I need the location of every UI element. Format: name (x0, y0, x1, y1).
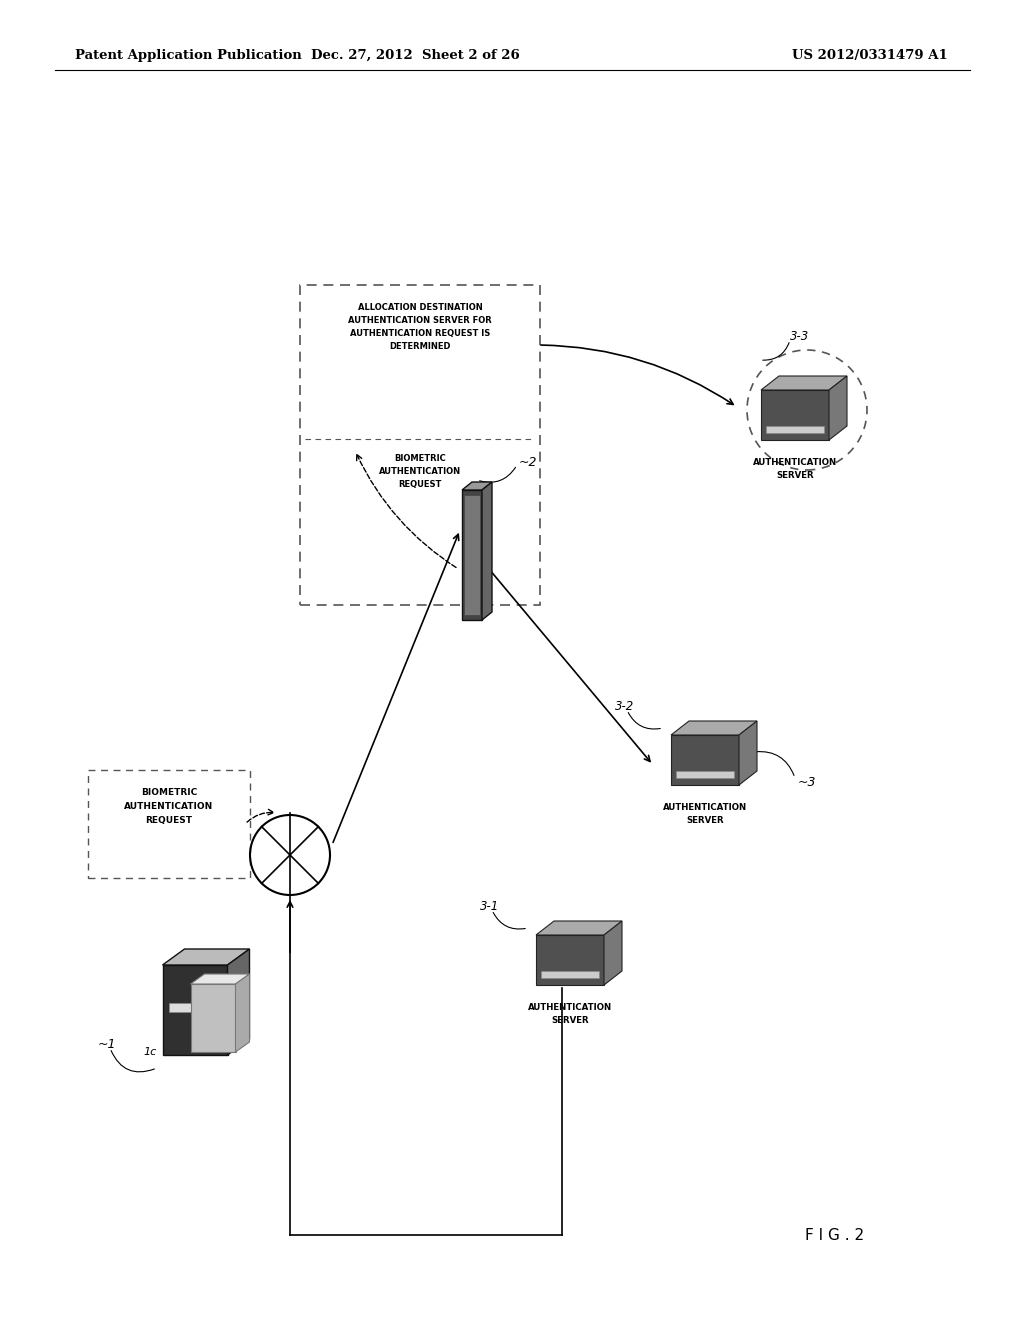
Polygon shape (236, 974, 250, 1052)
Text: 1a: 1a (221, 993, 234, 1003)
Polygon shape (536, 935, 604, 985)
Text: ~2: ~2 (519, 455, 538, 469)
Text: 3-1: 3-1 (480, 900, 500, 913)
Polygon shape (761, 376, 847, 389)
Text: SERVER: SERVER (551, 1016, 589, 1026)
Text: F I G . 2: F I G . 2 (806, 1228, 864, 1242)
Text: ~3: ~3 (798, 776, 816, 788)
Text: AUTHENTICATION REQUEST IS: AUTHENTICATION REQUEST IS (350, 329, 490, 338)
Polygon shape (739, 721, 757, 785)
Polygon shape (536, 921, 622, 935)
Polygon shape (190, 983, 236, 1052)
Polygon shape (677, 771, 733, 777)
Text: REQUEST: REQUEST (398, 479, 441, 488)
Text: AUTHENTICATION: AUTHENTICATION (124, 803, 214, 810)
Text: AUTHENTICATION: AUTHENTICATION (379, 466, 461, 475)
Text: AUTHENTICATION: AUTHENTICATION (663, 803, 748, 812)
Text: BIOMETRIC: BIOMETRIC (394, 454, 445, 462)
Polygon shape (671, 721, 757, 735)
Polygon shape (462, 490, 482, 620)
Text: Patent Application Publication: Patent Application Publication (75, 49, 302, 62)
Polygon shape (464, 495, 480, 615)
Text: ~1: ~1 (98, 1039, 117, 1052)
Text: US 2012/0331479 A1: US 2012/0331479 A1 (793, 49, 948, 62)
Text: 3-3: 3-3 (790, 330, 809, 342)
Polygon shape (190, 974, 250, 983)
Text: AUTHENTICATION SERVER FOR: AUTHENTICATION SERVER FOR (348, 315, 492, 325)
Bar (88, 770, 250, 878)
Text: AUTHENTICATION: AUTHENTICATION (753, 458, 837, 467)
Bar (300, 285, 540, 605)
Text: SERVER: SERVER (686, 816, 724, 825)
Text: BIOMETRIC: BIOMETRIC (141, 788, 198, 797)
Polygon shape (169, 1003, 221, 1012)
Text: 3-2: 3-2 (615, 701, 634, 714)
Text: REQUEST: REQUEST (145, 816, 193, 825)
Polygon shape (761, 389, 829, 440)
Polygon shape (671, 735, 739, 785)
Text: DETERMINED: DETERMINED (389, 342, 451, 351)
Text: 1b: 1b (221, 1027, 236, 1038)
Polygon shape (542, 972, 599, 978)
Polygon shape (766, 426, 823, 433)
Polygon shape (604, 921, 622, 985)
Polygon shape (829, 376, 847, 440)
Polygon shape (462, 482, 492, 490)
Text: SERVER: SERVER (776, 471, 814, 480)
Polygon shape (482, 482, 492, 620)
Polygon shape (227, 949, 250, 1055)
Text: ALLOCATION DESTINATION: ALLOCATION DESTINATION (357, 304, 482, 312)
Polygon shape (163, 965, 227, 1055)
Text: AUTHENTICATION: AUTHENTICATION (528, 1003, 612, 1012)
Polygon shape (163, 949, 250, 965)
Text: Dec. 27, 2012  Sheet 2 of 26: Dec. 27, 2012 Sheet 2 of 26 (310, 49, 519, 62)
Text: 1c: 1c (143, 1047, 157, 1057)
